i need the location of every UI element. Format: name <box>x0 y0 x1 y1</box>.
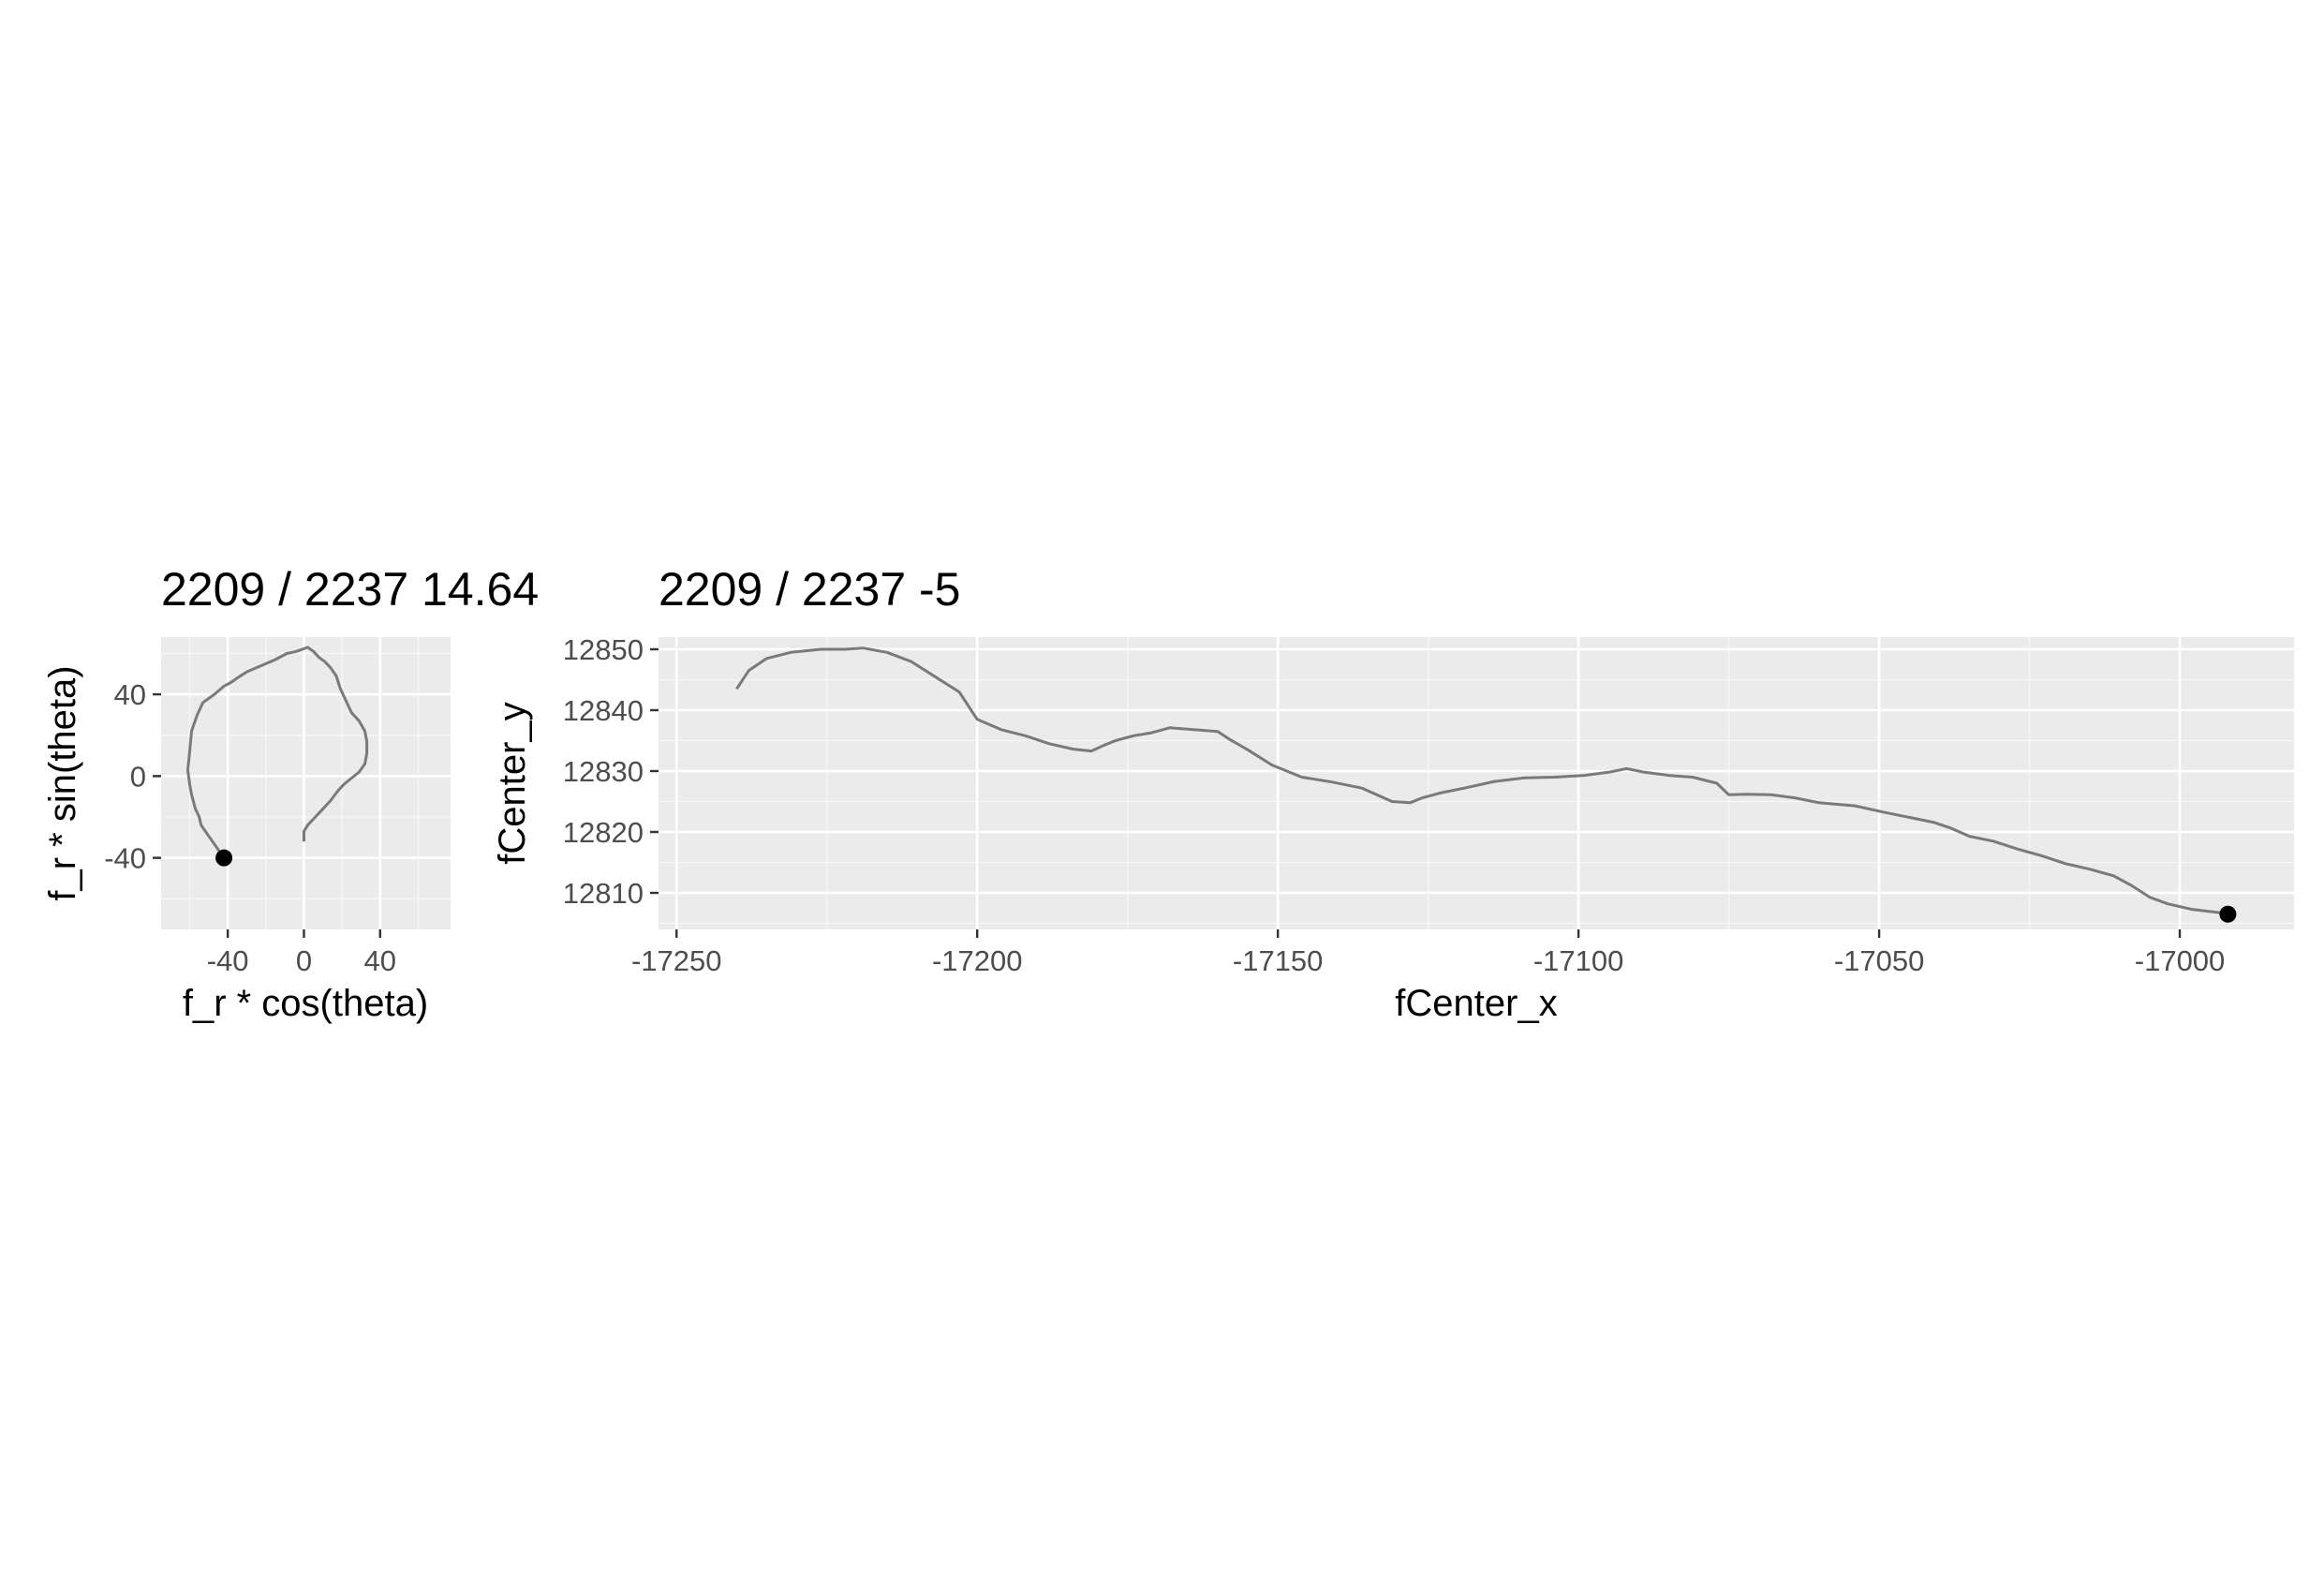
plot-panel <box>161 637 451 929</box>
x-tick-label: -17150 <box>1233 944 1324 977</box>
x-axis-ticks: -40 0 40 <box>207 929 396 977</box>
x-axis-ticks: -17250 -17200 -17150 -17100 -17050 -17000 <box>631 929 2225 977</box>
y-tick-label: 12830 <box>563 755 644 788</box>
y-axis-ticks: 12810 12820 12830 12840 12850 <box>563 633 659 910</box>
current-position-point <box>2219 905 2237 923</box>
x-tick-label: -40 <box>207 944 249 977</box>
x-axis-title: f_r * cos(theta) <box>183 983 428 1024</box>
trajectory-line <box>186 646 369 859</box>
x-tick-label: -17050 <box>1834 944 1925 977</box>
y-tick-label: 12810 <box>563 877 644 910</box>
y-tick-label: 12850 <box>563 633 644 666</box>
major-gridlines <box>659 637 2294 929</box>
y-tick-label: 12820 <box>563 816 644 849</box>
chart-title: 2209 / 2237 14.64 <box>161 563 539 616</box>
x-tick-label: 40 <box>364 944 396 977</box>
polar-trajectory-chart: 2209 / 2237 14.64 -40 0 40 -40 0 40 f_r * co… <box>42 563 539 1024</box>
y-tick-label: 0 <box>130 760 146 793</box>
y-axis-ticks: -40 0 40 <box>104 678 161 875</box>
minor-gridlines <box>659 637 2294 929</box>
x-tick-label: -17000 <box>2135 944 2226 977</box>
x-tick-label: -17100 <box>1533 944 1624 977</box>
major-gridlines <box>161 637 451 929</box>
x-tick-label: 0 <box>296 944 312 977</box>
y-tick-label: 40 <box>114 678 146 711</box>
minor-gridlines <box>161 637 451 929</box>
y-axis-title: f_r * sin(theta) <box>42 665 83 900</box>
trajectory-line <box>735 646 2228 915</box>
y-tick-label: -40 <box>104 842 146 875</box>
chart-title: 2209 / 2237 -5 <box>659 563 961 616</box>
y-axis-title: fCenter_y <box>492 702 533 864</box>
y-tick-label: 12840 <box>563 694 644 727</box>
current-position-point <box>215 849 233 867</box>
x-tick-label: -17250 <box>631 944 722 977</box>
center-trajectory-chart: 2209 / 2237 -5 -17250 -17200 -17150 -17100-… <box>492 563 2294 1024</box>
x-axis-title: fCenter_x <box>1395 983 1557 1024</box>
plot-panel <box>659 637 2294 929</box>
x-tick-label: -17200 <box>932 944 1023 977</box>
